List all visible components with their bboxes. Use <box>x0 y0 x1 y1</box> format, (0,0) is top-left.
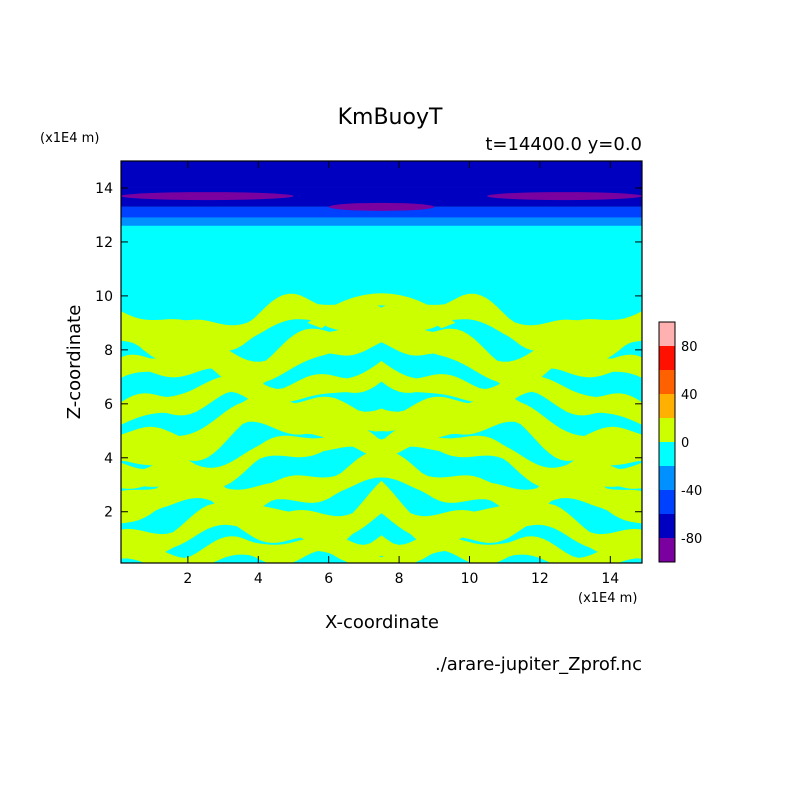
contour-field <box>121 161 642 563</box>
colorbar-swatch <box>659 322 675 346</box>
y-tick-label: 6 <box>104 397 113 413</box>
chart-subtitle: t=14400.0 y=0.0 <box>485 134 642 155</box>
x-tick-label: 8 <box>395 571 404 587</box>
x-tick-label: 2 <box>183 571 192 587</box>
colorbar-swatch <box>659 442 675 466</box>
colorbar-swatch <box>659 370 675 394</box>
purple-streak <box>487 192 642 201</box>
x-unit-label: (x1E4 m) <box>578 591 637 606</box>
colorbar-tick-label: 80 <box>681 340 698 355</box>
colorbar-swatch <box>659 418 675 442</box>
chart-title: KmBuoyT <box>338 105 443 130</box>
colorbar-swatch <box>659 490 675 514</box>
x-axis-ticks: 2 4 6 8 10 12 14 <box>183 161 619 587</box>
colorbar-swatch <box>659 514 675 538</box>
colorbar-frame <box>658 321 676 563</box>
x-tick-label: 4 <box>254 571 263 587</box>
plot-frame <box>120 160 643 564</box>
negative-band <box>121 217 642 226</box>
y-tick-label: 2 <box>104 505 113 521</box>
y-axis-label: Z-coordinate <box>64 305 85 420</box>
negative-band <box>121 161 642 188</box>
positive-layer <box>121 393 642 465</box>
colorbar-swatch <box>659 394 675 418</box>
x-axis-label: X-coordinate <box>325 612 439 633</box>
y-tick-label: 10 <box>95 289 113 305</box>
positive-layer <box>121 312 642 391</box>
y-tick-label: 4 <box>104 451 113 467</box>
y-tick-label: 8 <box>104 343 113 359</box>
positive-layer <box>121 375 642 432</box>
x-tick-label: 6 <box>324 571 333 587</box>
y-tick-label: 14 <box>95 181 113 197</box>
colorbar-tick-label: -80 <box>681 532 702 547</box>
source-file-label: ./arare-jupiter_Zprof.nc <box>435 654 642 675</box>
colorbar-swatch <box>659 346 675 370</box>
positive-layer <box>121 535 642 563</box>
y-unit-label: (x1E4 m) <box>40 131 99 146</box>
colorbar-swatch <box>659 466 675 490</box>
negative-band <box>121 206 642 218</box>
central-arch <box>307 293 456 329</box>
colorbar-tick-label: 40 <box>681 388 698 403</box>
colorbar-tick-label: -40 <box>681 484 702 499</box>
positive-layer <box>121 451 642 517</box>
y-tick-label: 12 <box>95 235 113 251</box>
colorbar-swatch <box>659 538 675 562</box>
purple-streak <box>121 192 294 201</box>
y-axis-ticks: 2 4 6 8 10 12 14 <box>95 181 642 521</box>
x-tick-label: 14 <box>601 571 619 587</box>
x-tick-label: 12 <box>531 571 549 587</box>
positive-layer <box>121 503 642 563</box>
plot-area: 2 4 6 8 10 12 14 2 4 6 8 10 12 14 <box>95 160 643 587</box>
colorbar: 80 40 0 -40 -80 <box>658 321 702 563</box>
x-tick-label: 10 <box>461 571 479 587</box>
colorbar-tick-label: 0 <box>681 436 689 451</box>
purple-streak <box>328 202 435 211</box>
